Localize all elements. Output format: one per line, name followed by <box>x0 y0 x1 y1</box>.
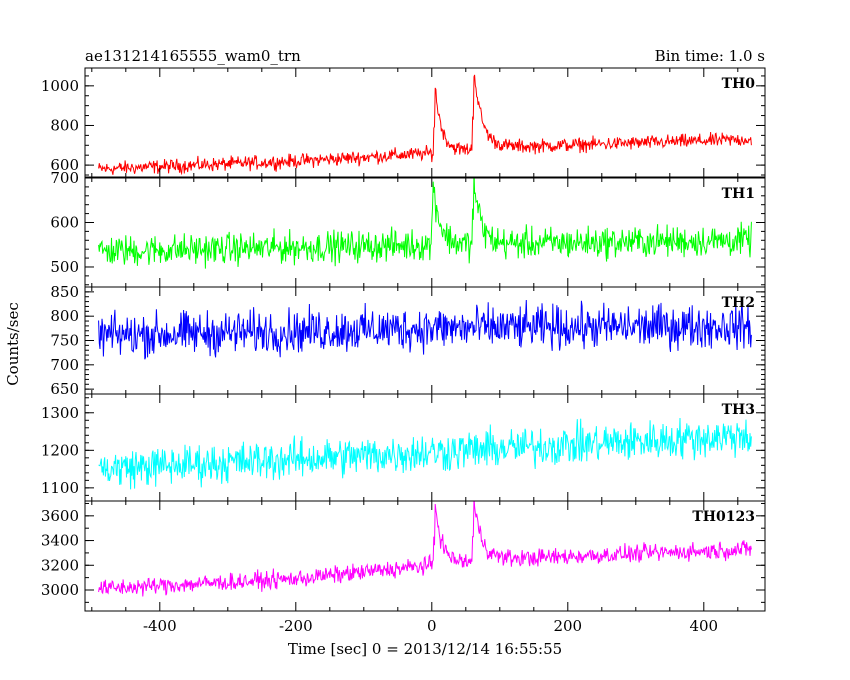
x-tick-label: 0 <box>427 617 437 635</box>
series-line-th0 <box>98 74 752 176</box>
panel-name-th2: TH2 <box>722 295 755 311</box>
y-tick-label: 650 <box>50 380 79 398</box>
panel-th0: 600 800 1000 TH0 <box>41 67 766 178</box>
y-tick-label: 600 <box>50 156 79 174</box>
series-line-th1 <box>98 178 752 269</box>
panel-th0123: 3000 3200 3400 3600 TH0123 <box>41 500 766 612</box>
panel-name-th1: TH1 <box>722 186 755 202</box>
y-tick-label: 850 <box>50 283 79 301</box>
panel-name-th3: TH3 <box>722 402 755 418</box>
panel-frame <box>84 67 766 178</box>
y-tick-label: 600 <box>50 213 79 231</box>
chart-title: ae131214165555_wam0_trn <box>85 47 301 65</box>
y-tick-label: 1200 <box>41 441 79 459</box>
x-tick-label: -400 <box>143 617 177 635</box>
x-tick-label: 400 <box>689 617 718 635</box>
y-axis-label: Counts/sec <box>4 302 22 386</box>
y-tick-label: 1100 <box>41 479 79 497</box>
y-tick-label: 500 <box>50 258 79 276</box>
y-tick-label: 800 <box>50 307 79 325</box>
series-line-th2 <box>98 299 752 360</box>
y-tick-label: 700 <box>50 169 79 187</box>
y-tick-label: 3600 <box>41 507 79 525</box>
panel-name-th0123: TH0123 <box>692 509 755 525</box>
y-tick-label: 800 <box>50 116 79 134</box>
y-tick-label: 750 <box>50 332 79 350</box>
y-tick-label: 3200 <box>41 556 79 574</box>
panel-th1: 500 600 700 TH1 <box>50 169 766 288</box>
panel-th2: 650 700 750 800 850 TH2 <box>50 283 766 398</box>
x-tick-label: 200 <box>553 617 582 635</box>
bin-time-label: Bin time: 1.0 s <box>655 47 765 65</box>
y-tick-label: 1300 <box>41 404 79 422</box>
panel-frame <box>84 286 766 395</box>
x-tick-label: -200 <box>279 617 313 635</box>
panel-th3: 1100 1200 1300 TH3 <box>41 393 766 502</box>
series-line-th0123 <box>98 501 752 597</box>
panel-frame <box>84 500 766 612</box>
y-tick-label: 3400 <box>41 532 79 550</box>
y-tick-label: 1000 <box>41 77 79 95</box>
y-tick-label: 700 <box>50 356 79 374</box>
panel-frame <box>84 177 766 288</box>
y-tick-label: 3000 <box>41 581 79 599</box>
x-axis-label: Time [sec] 0 = 2013/12/14 16:55:55 <box>288 640 562 658</box>
panel-name-th0: TH0 <box>722 76 756 92</box>
series-line-th3 <box>98 417 752 490</box>
